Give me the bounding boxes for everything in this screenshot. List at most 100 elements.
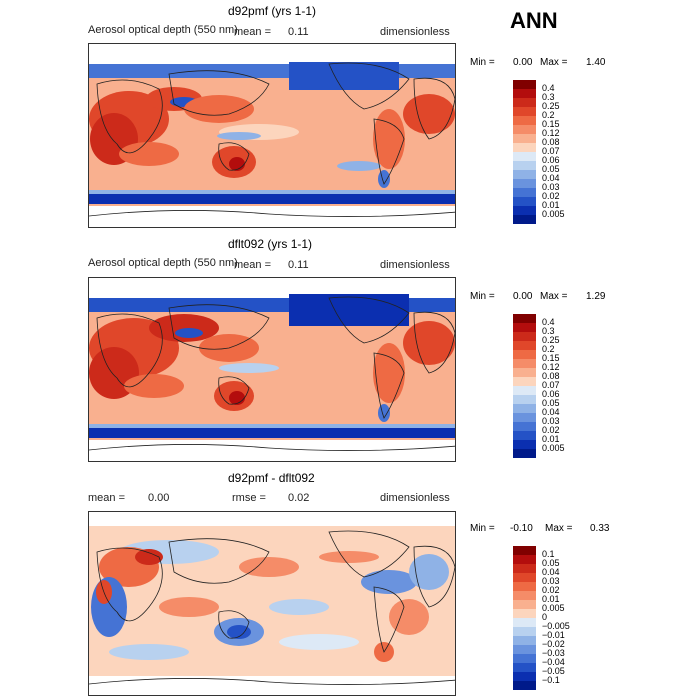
colorbar-swatch: [513, 636, 536, 645]
colorbar-swatch: [513, 107, 536, 116]
colorbar-swatch: [513, 618, 536, 627]
colorbar-swatch: [513, 134, 536, 143]
colorbar-swatch: [513, 89, 536, 98]
colorbar-swatch: [513, 152, 536, 161]
colorbar-tick-label: 0.02: [542, 425, 560, 435]
colorbar-tick-label: 0.06: [542, 155, 560, 165]
panel1-max-label: Max =: [540, 57, 568, 68]
colorbar-tick-label: 0.04: [542, 173, 560, 183]
season-label: ANN: [510, 8, 558, 33]
colorbar-tick-label: 0.25: [542, 101, 560, 111]
colorbar-swatch: [513, 143, 536, 152]
colorbar-swatch: [513, 368, 536, 377]
colorbar-swatch: [513, 350, 536, 359]
panel1-variable: Aerosol optical depth (550 nm): [88, 24, 238, 36]
colorbar-tick-label: −0.04: [542, 657, 565, 667]
panel3-rmse-value: 0.02: [288, 492, 310, 504]
panel2-mean-label: mean =: [234, 259, 271, 271]
colorbar-swatch: [513, 395, 536, 404]
colorbar-swatch: [513, 188, 536, 197]
colorbar-tick-label: −0.05: [542, 666, 565, 676]
colorbar-swatch: [513, 672, 536, 681]
colorbar-swatch: [513, 591, 536, 600]
panel3-min-value: -0.10: [510, 523, 533, 534]
panel2-mean-value: 0.11: [288, 259, 309, 271]
colorbar-tick-label: 0.2: [542, 110, 555, 120]
colorbar-tick-label: 0.12: [542, 362, 560, 372]
colorbar-tick-label: 0.005: [542, 209, 565, 219]
colorbar-swatch: [513, 645, 536, 654]
colorbar-swatch: [513, 413, 536, 422]
colorbar-swatch: [513, 80, 536, 89]
colorbar-swatch: [513, 125, 536, 134]
panel2-min-label: Min =: [470, 291, 495, 302]
panel3-mean-label: mean =: [88, 492, 125, 504]
colorbar-tick-label: 0.03: [542, 182, 560, 192]
colorbar-tick-label: 0.01: [542, 200, 560, 210]
panel2-title: dflt092 (yrs 1-1): [228, 237, 313, 251]
colorbar-tick-label: 0.1: [542, 549, 555, 559]
colorbar-swatch: [513, 386, 536, 395]
panel3-max-label: Max =: [545, 523, 573, 534]
colorbar-swatch: [513, 215, 536, 224]
colorbar-tick-label: 0: [542, 612, 548, 622]
panel3-map: [88, 511, 456, 696]
colorbar-tick-label: 0.03: [542, 416, 560, 426]
panel3-rmse-label: rmse =: [232, 492, 266, 504]
panel3-max-value: 0.33: [590, 523, 610, 534]
panel1-title: d92pmf (yrs 1-1): [228, 4, 317, 18]
panel1-min-value: 0.00: [513, 57, 533, 68]
colorbar-tick-label: 0.2: [542, 344, 555, 354]
colorbar-swatch: [513, 609, 536, 618]
colorbar-tick-label: −0.1: [542, 675, 560, 685]
colorbar-swatch: [513, 332, 536, 341]
colorbar-tick-label: 0.05: [542, 164, 560, 174]
colorbar-swatch: [513, 170, 536, 179]
colorbar-tick-label: 0.04: [542, 407, 560, 417]
colorbar-swatch: [513, 206, 536, 215]
panel3-title: d92pmf - dflt092: [228, 471, 315, 485]
colorbar-swatch: [513, 654, 536, 663]
colorbar-swatch: [513, 98, 536, 107]
panel2-variable: Aerosol optical depth (550 nm): [88, 257, 238, 269]
panel2-max-label: Max =: [540, 291, 568, 302]
colorbar-swatch: [513, 359, 536, 368]
colorbar-tick-label: 0.02: [542, 585, 560, 595]
panel2-min-value: 0.00: [513, 291, 533, 302]
colorbar-swatch: [513, 431, 536, 440]
colorbar-swatch: [513, 600, 536, 609]
colorbar-tick-label: 0.3: [542, 92, 555, 102]
colorbar-tick-label: 0.01: [542, 594, 560, 604]
colorbar-tick-label: 0.06: [542, 389, 560, 399]
colorbar-swatch: [513, 555, 536, 564]
colorbar-tick-label: 0.03: [542, 576, 560, 586]
colorbar-tick-label: 0.3: [542, 326, 555, 336]
colorbar-tick-label: 0.05: [542, 558, 560, 568]
colorbar-swatch: [513, 573, 536, 582]
colorbar-tick-label: 0.01: [542, 434, 560, 444]
colorbar-swatch: [513, 161, 536, 170]
colorbar-swatch: [513, 440, 536, 449]
colorbar-swatch: [513, 323, 536, 332]
colorbar-swatch: [513, 314, 536, 323]
panel1-mean-label: mean =: [234, 26, 271, 38]
colorbar-tick-label: −0.005: [542, 621, 570, 631]
colorbar-tick-label: −0.01: [542, 630, 565, 640]
colorbar-tick-label: 0.005: [542, 603, 565, 613]
colorbar-tick-label: 0.12: [542, 128, 560, 138]
colorbar-swatch: [513, 197, 536, 206]
panel1-max-value: 1.40: [586, 57, 606, 68]
panel2-max-value: 1.29: [586, 291, 606, 302]
colorbar-tick-label: 0.005: [542, 443, 565, 453]
colorbar-swatch: [513, 404, 536, 413]
panel2-units: dimensionless: [380, 259, 450, 271]
colorbar-tick-label: 0.4: [542, 317, 555, 327]
panel3-min-label: Min =: [470, 523, 495, 534]
colorbar-swatch: [513, 422, 536, 431]
colorbar-tick-label: 0.15: [542, 353, 560, 363]
colorbar-tick-label: 0.05: [542, 398, 560, 408]
colorbar-tick-label: 0.07: [542, 146, 560, 156]
panel1-map: [88, 43, 456, 228]
colorbar-swatch: [513, 341, 536, 350]
panel1-units: dimensionless: [380, 26, 450, 38]
